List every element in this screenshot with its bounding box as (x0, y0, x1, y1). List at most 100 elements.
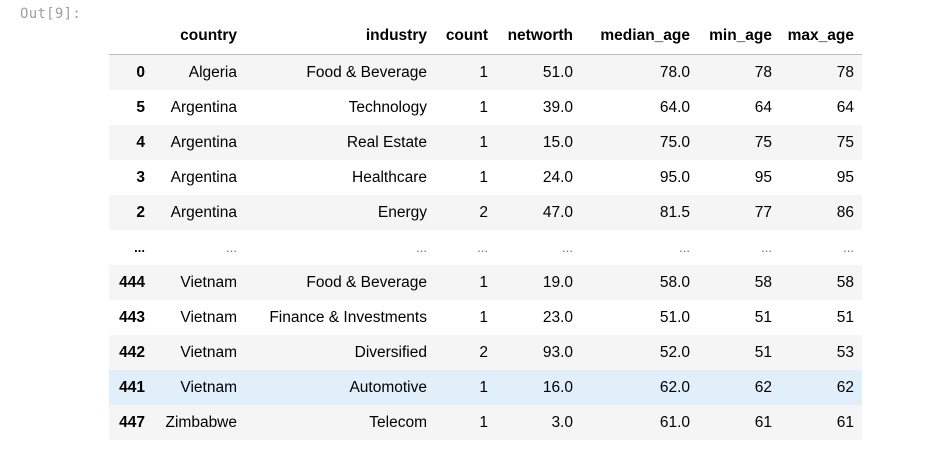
row-index: ... (134, 240, 145, 255)
cell-industry: ... (416, 240, 427, 255)
table-row: 443 Vietnam Finance & Investments 1 23.0 51.0… (109, 300, 862, 335)
cell-min-age: 58 (754, 273, 772, 291)
cell-count: 2 (479, 343, 488, 361)
column-header-min-age: min_age (698, 18, 780, 55)
cell-median-age: 58.0 (659, 273, 690, 291)
cell-industry: Food & Beverage (306, 63, 427, 81)
table-body: 0 Algeria Food & Beverage 1 51.0 78.0 78 78 5 Arg… (109, 54, 862, 440)
table-row: 441 Vietnam Automotive 1 16.0 62.0 62 62 (109, 370, 862, 405)
cell-country: Argentina (170, 168, 237, 186)
cell-count: 1 (479, 133, 488, 151)
cell-median-age: 75.0 (659, 133, 690, 151)
cell-max-age: ... (843, 240, 854, 255)
cell-max-age: 61 (836, 413, 854, 431)
cell-country: Vietnam (180, 273, 237, 291)
row-index: 5 (136, 98, 145, 116)
cell-min-age: 51 (754, 343, 772, 361)
cell-max-age: 86 (836, 203, 854, 221)
table-row: 447 Zimbabwe Telecom 1 3.0 61.0 61 61 (109, 405, 862, 440)
cell-industry: Real Estate (346, 133, 427, 151)
index-header (109, 18, 153, 55)
cell-median-age: 51.0 (659, 308, 690, 326)
cell-median-age: ... (679, 240, 690, 255)
row-index: 444 (119, 273, 145, 291)
cell-max-age: 75 (836, 133, 854, 151)
cell-count: 1 (479, 168, 488, 186)
table-row-ellipsis: ........................ (109, 230, 862, 265)
cell-industry: Technology (348, 98, 427, 116)
column-header-max-age: max_age (780, 18, 862, 55)
table-row: 442 Vietnam Diversified 2 93.0 52.0 51 53 (109, 335, 862, 370)
row-index: 442 (119, 343, 145, 361)
output-prompt-label: Out[9]: (20, 6, 82, 22)
cell-industry: Energy (377, 203, 427, 221)
row-index: 0 (136, 63, 145, 81)
cell-industry: Diversified (354, 343, 427, 361)
cell-max-age: 78 (836, 63, 854, 81)
cell-max-age: 51 (836, 308, 854, 326)
cell-country: Argentina (170, 133, 237, 151)
cell-min-age: 78 (754, 63, 772, 81)
cell-max-age: 62 (836, 378, 854, 396)
cell-count: 1 (479, 308, 488, 326)
cell-min-age: 75 (754, 133, 772, 151)
cell-networth: 16.0 (542, 378, 573, 396)
header-row: country industry count networth median_a… (109, 18, 862, 55)
cell-median-age: 62.0 (659, 378, 690, 396)
dataframe-table: country industry count networth median_a… (109, 18, 862, 440)
cell-count: 2 (479, 203, 488, 221)
cell-networth: ... (562, 240, 573, 255)
column-header-country: country (153, 18, 245, 55)
cell-min-age: 95 (754, 168, 772, 186)
cell-min-age: 64 (754, 98, 772, 116)
cell-min-age: ... (761, 240, 772, 255)
table-row: 5 Argentina Technology 1 39.0 64.0 64 64 (109, 90, 862, 125)
cell-country: Vietnam (180, 378, 237, 396)
cell-count: ... (477, 240, 488, 255)
cell-min-age: 61 (754, 413, 772, 431)
row-index: 443 (119, 308, 145, 326)
cell-count: 1 (479, 273, 488, 291)
cell-country: ... (226, 240, 237, 255)
table-row: 0 Algeria Food & Beverage 1 51.0 78.0 78 78 (109, 54, 862, 90)
table-row: 3 Argentina Healthcare 1 24.0 95.0 95 95 (109, 160, 862, 195)
cell-industry: Telecom (369, 413, 427, 431)
table-row: 444 Vietnam Food & Beverage 1 19.0 58.0 58 58 (109, 265, 862, 300)
column-header-networth: networth (496, 18, 581, 55)
table-header: country industry count networth median_a… (109, 18, 862, 55)
cell-count: 1 (479, 413, 488, 431)
cell-max-age: 58 (836, 273, 854, 291)
cell-country: Zimbabwe (165, 413, 238, 431)
column-header-count: count (435, 18, 496, 55)
cell-median-age: 78.0 (659, 63, 690, 81)
cell-count: 1 (479, 378, 488, 396)
cell-max-age: 95 (836, 168, 854, 186)
cell-median-age: 61.0 (659, 413, 690, 431)
cell-median-age: 64.0 (659, 98, 690, 116)
cell-industry: Healthcare (352, 168, 427, 186)
cell-min-age: 51 (754, 308, 772, 326)
cell-country: Vietnam (180, 343, 237, 361)
cell-country: Algeria (188, 63, 237, 81)
row-index: 2 (136, 203, 145, 221)
cell-country: Vietnam (180, 308, 237, 326)
cell-networth: 3.0 (551, 413, 573, 431)
cell-median-age: 95.0 (659, 168, 690, 186)
row-index: 4 (136, 133, 145, 151)
table-row: 2 Argentina Energy 2 47.0 81.5 77 86 (109, 195, 862, 230)
cell-networth: 15.0 (542, 133, 573, 151)
cell-industry: Automotive (349, 378, 427, 396)
cell-industry: Food & Beverage (306, 273, 427, 291)
cell-networth: 51.0 (542, 63, 573, 81)
cell-count: 1 (479, 98, 488, 116)
cell-networth: 24.0 (542, 168, 573, 186)
cell-max-age: 53 (836, 343, 854, 361)
cell-median-age: 81.5 (659, 203, 690, 221)
cell-networth: 19.0 (542, 273, 573, 291)
cell-median-age: 52.0 (659, 343, 690, 361)
row-index: 447 (119, 413, 145, 431)
cell-networth: 23.0 (542, 308, 573, 326)
column-header-median-age: median_age (581, 18, 698, 55)
cell-max-age: 64 (836, 98, 854, 116)
cell-min-age: 77 (754, 203, 772, 221)
